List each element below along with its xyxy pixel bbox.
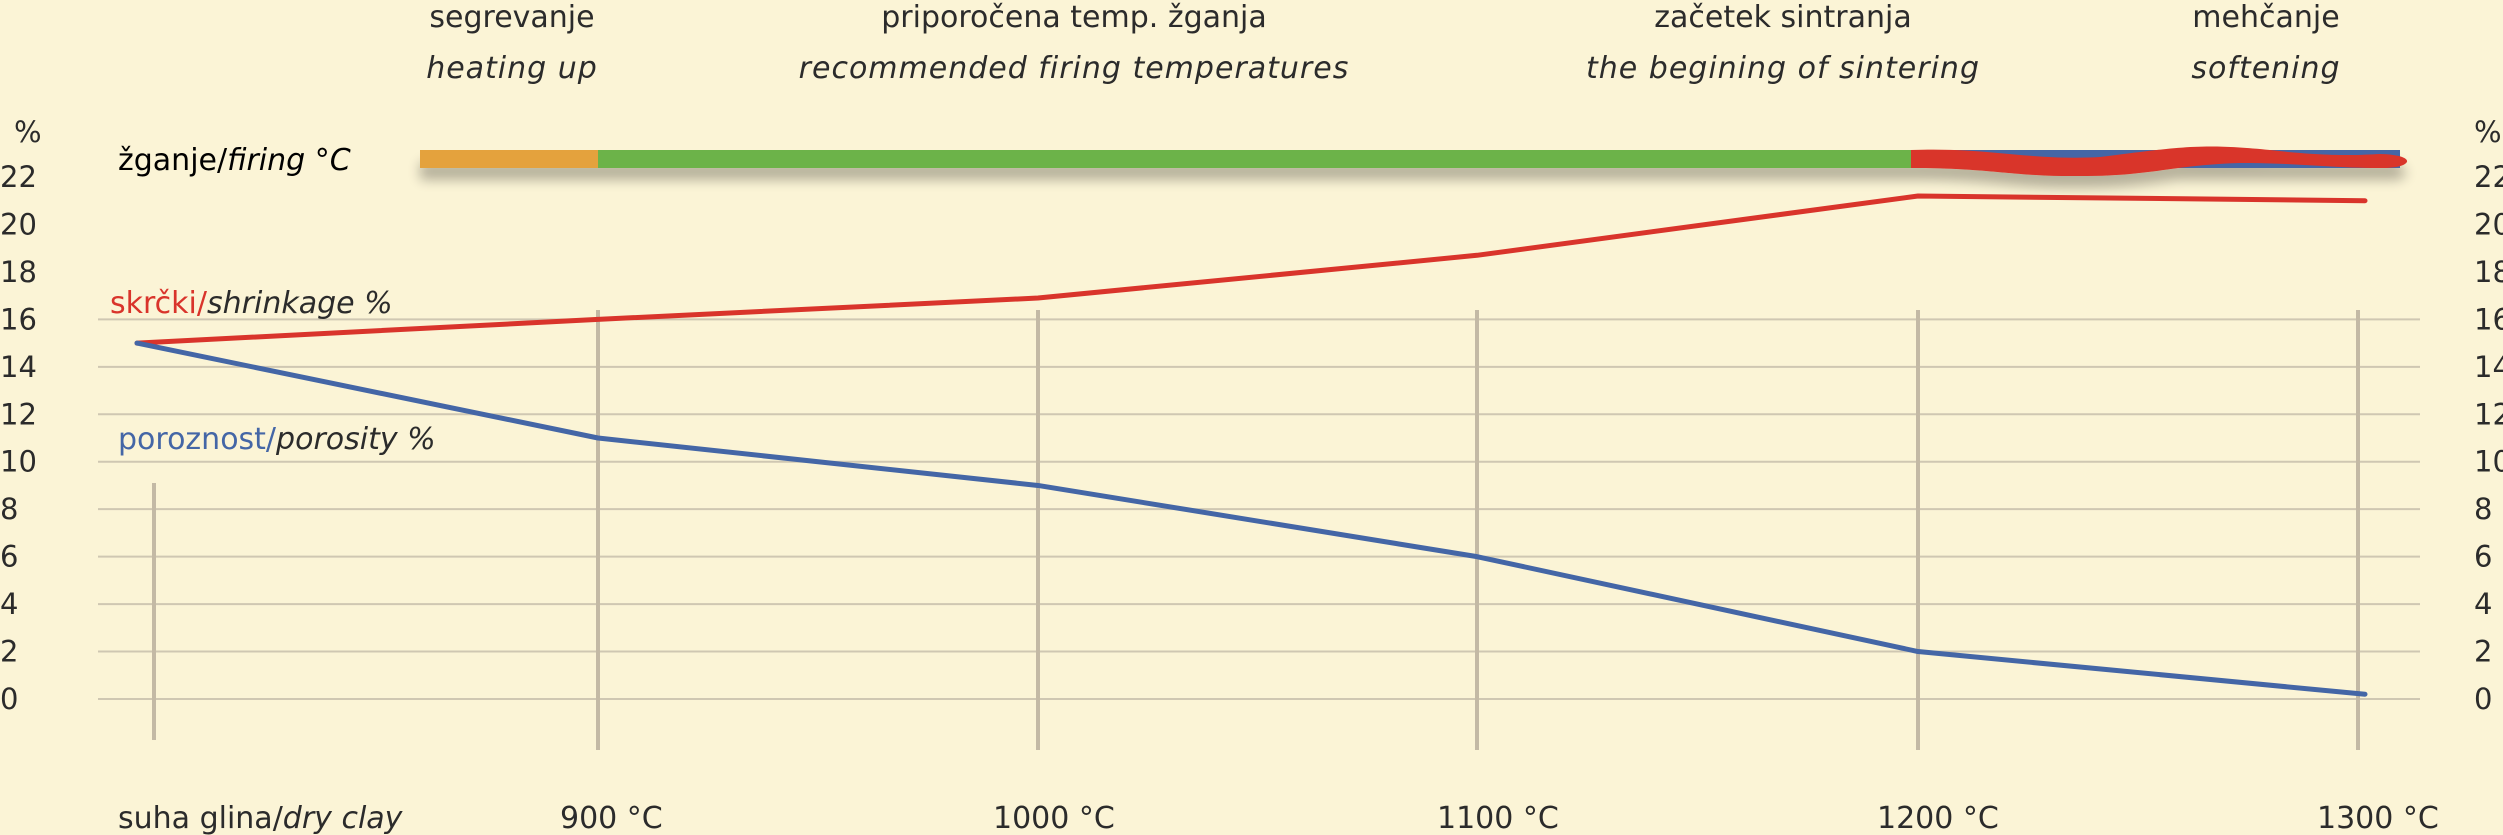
y-tick-label: 2: [2474, 635, 2492, 669]
phase-labels: segrevanje heating up priporočena temp. žg…: [426, 0, 2340, 86]
x-tick-label-main: 1300 °C: [2317, 801, 2439, 835]
phase-label-en: recommended firing temperatures: [799, 51, 1350, 86]
y-tick-label: 0: [0, 682, 18, 716]
y-tick-label: 8: [2474, 492, 2492, 526]
phase-label-en: softening: [2191, 51, 2340, 86]
x-tick-label: 1200 °C: [1877, 801, 1999, 835]
y-tick-label: 16: [0, 302, 37, 336]
y-tick-label: 22: [0, 160, 37, 194]
phase-label: mehčanje: [2192, 0, 2339, 35]
series-label-main: poroznost/: [118, 422, 277, 457]
series-line: [134, 340, 2368, 697]
y-tick-label: 20: [2474, 207, 2503, 241]
firing-bar: žganje/firing °C: [118, 143, 2408, 178]
firing-segment: [420, 150, 598, 168]
y-unit-right: %: [2474, 115, 2502, 149]
firing-segment-softening: [1911, 146, 2408, 177]
series-label-en: porosity %: [275, 422, 436, 457]
firing-bar-segments: [420, 146, 2408, 177]
y-tick-label: 10: [2474, 445, 2503, 479]
x-tick-label-main: 900 °C: [560, 801, 663, 835]
y-tick-label: 18: [2474, 255, 2503, 289]
y-tick-label: 2: [0, 635, 18, 669]
x-tick-label: 1000 °C: [993, 801, 1115, 835]
y-tick-label: 20: [0, 207, 37, 241]
series-label: skrčki/shrinkage %: [110, 286, 393, 321]
y-tick-label: 6: [2474, 540, 2492, 574]
phase-label: začetek sintranja: [1654, 0, 1911, 35]
x-axis-labels: suha glina/dry clay 900 °C 1000 °C 1100 °C 1…: [118, 801, 2439, 835]
series-labels: skrčki/shrinkage % poroznost/porosity %: [110, 286, 436, 457]
phase-label: segrevanje: [429, 0, 594, 35]
y-tick-label: 4: [0, 587, 18, 621]
series-label-en: shrinkage %: [207, 286, 393, 321]
y-unit-left: %: [14, 115, 42, 149]
y-tick-label: 8: [0, 492, 18, 526]
x-tick-label-main: 1200 °C: [1877, 801, 1999, 835]
y-tick-label: 18: [0, 255, 37, 289]
grid-lines: [98, 318, 2420, 700]
series-line: [134, 193, 2368, 346]
x-tick-label: suha glina/dry clay: [118, 801, 404, 835]
y-tick-label: 12: [2474, 397, 2503, 431]
y-tick-label: 0: [2474, 682, 2492, 716]
phase-label-en: heating up: [426, 51, 598, 86]
y-tick-label: 6: [0, 540, 18, 574]
firing-bar-label: žganje/firing °C: [118, 143, 351, 178]
x-tick-label: 1100 °C: [1437, 801, 1559, 835]
y-tick-label: 14: [2474, 350, 2503, 384]
series-label: poroznost/porosity %: [118, 422, 436, 457]
y-tick-label: 4: [2474, 587, 2492, 621]
x-tick-label-main: suha glina/: [118, 801, 284, 835]
x-tick-label-main: 1000 °C: [993, 801, 1115, 835]
y-tick-label: 14: [0, 350, 37, 384]
y-tick-label: 16: [2474, 302, 2503, 336]
x-tick-label: 1300 °C: [2317, 801, 2439, 835]
phase-label-en: the begining of sintering: [1586, 51, 1980, 86]
vertical-markers: [152, 310, 2360, 750]
x-tick-label: 900 °C: [560, 801, 663, 835]
y-tick-label: 10: [0, 445, 37, 479]
firing-bar-label-main: žganje/: [118, 143, 228, 178]
firing-segment: [598, 150, 1911, 168]
x-tick-label-main: 1100 °C: [1437, 801, 1559, 835]
y-tick-label: 22: [2474, 160, 2503, 194]
y-tick-label: 12: [0, 397, 37, 431]
x-tick-label-en: dry clay: [283, 801, 404, 835]
phase-label: priporočena temp. žganja: [881, 0, 1267, 35]
series-label-main: skrčki/: [110, 286, 208, 321]
series-lines: [134, 193, 2368, 697]
firing-bar-label-en: firing °C: [227, 143, 351, 178]
